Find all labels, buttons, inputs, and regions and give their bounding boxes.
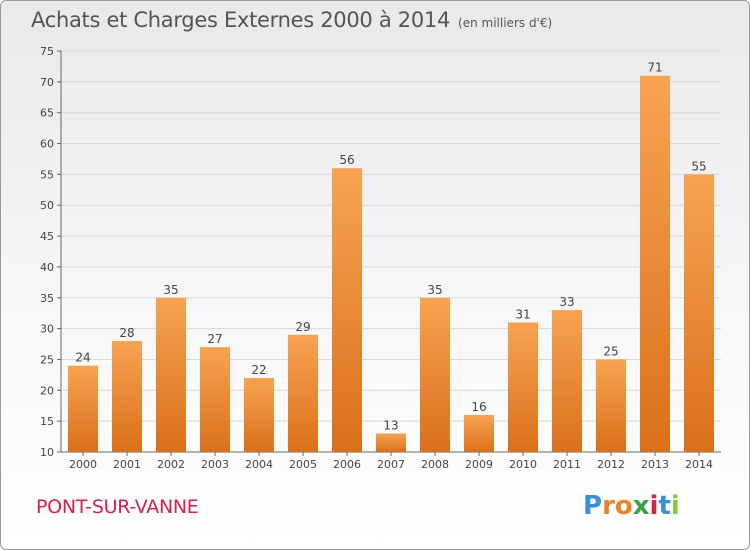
x-tick-label: 2013 (641, 458, 669, 471)
bar-2012 (596, 359, 626, 452)
bar-2004 (244, 377, 274, 452)
bar-2013 (640, 75, 670, 452)
bar-2000 (68, 365, 98, 452)
value-label-2005: 29 (295, 320, 310, 334)
value-label-2002: 35 (163, 283, 178, 297)
y-tick-label: 60 (40, 138, 54, 151)
bar-2009 (464, 414, 494, 452)
y-tick-label: 10 (40, 446, 54, 459)
value-label-2011: 33 (559, 295, 574, 309)
x-tick-label: 2002 (157, 458, 185, 471)
x-tick-label: 2009 (465, 458, 493, 471)
chart-title-block: Achats et Charges Externes 2000 à 2014 (e… (31, 8, 552, 32)
logo-letter: i (670, 491, 680, 521)
axes: 10 15 20 25 30 35 40 45 50 55 60 65 70 75 2000 2001 2002… (40, 45, 721, 471)
x-tick-label: 2004 (245, 458, 273, 471)
value-label-2010: 31 (515, 307, 530, 321)
y-tick-label: 70 (40, 76, 54, 89)
logo-letter: i (649, 491, 659, 521)
x-tick-label: 2007 (377, 458, 405, 471)
x-tick-label: 2001 (113, 458, 141, 471)
y-tick-label: 40 (40, 261, 54, 274)
x-tick-label: 2005 (289, 458, 317, 471)
value-label-2012: 25 (603, 344, 618, 358)
logo-letter: r (602, 491, 615, 521)
city-name: PONT-SUR-VANNE (36, 496, 199, 518)
x-tick-label: 2012 (597, 458, 625, 471)
logo-letter: t (658, 491, 671, 521)
y-tick-label: 20 (40, 384, 54, 397)
bar-2008 (420, 297, 450, 452)
proxiti-logo: Proxiti (583, 491, 680, 521)
value-label-2009: 16 (471, 400, 486, 414)
value-label-2000: 24 (75, 351, 90, 365)
logo-letter: o (614, 491, 633, 521)
bar-2014 (684, 174, 714, 452)
value-label-2013: 71 (647, 61, 662, 75)
value-labels: 24 28 35 27 22 29 56 13 35 16 31 33 25 71 55 (75, 61, 706, 433)
y-tick-label: 50 (40, 199, 54, 212)
x-tick-label: 2008 (421, 458, 449, 471)
value-label-2008: 35 (427, 283, 442, 297)
x-tick-label: 2011 (553, 458, 581, 471)
y-tick-label: 55 (40, 168, 54, 181)
y-tick-label: 30 (40, 323, 54, 336)
bar-2002 (156, 297, 186, 452)
chart-title: Achats et Charges Externes 2000 à 2014 (31, 8, 451, 32)
bar-2001 (112, 340, 142, 452)
bar-2010 (508, 322, 538, 452)
bar-2003 (200, 347, 230, 452)
value-label-2003: 27 (207, 332, 222, 346)
chart-unit-note: (en milliers d'€) (458, 16, 553, 30)
bar-2006 (332, 168, 362, 452)
logo-letter: P (583, 491, 603, 521)
logo-letter: x (632, 491, 650, 521)
y-tick-label: 45 (40, 230, 54, 243)
bar-2005 (288, 334, 318, 452)
x-tick-label: 2003 (201, 458, 229, 471)
x-tick-label: 2000 (69, 458, 97, 471)
y-tick-label: 25 (40, 353, 54, 366)
value-label-2007: 13 (383, 418, 398, 432)
y-tick-label: 15 (40, 415, 54, 428)
bar-2011 (552, 310, 582, 452)
bars (68, 75, 714, 452)
bar-2007 (376, 433, 406, 452)
value-label-2006: 56 (339, 153, 354, 167)
x-tick-label: 2014 (685, 458, 713, 471)
y-tick-label: 35 (40, 292, 54, 305)
value-label-2004: 22 (251, 363, 266, 377)
y-tick-label: 75 (40, 45, 54, 58)
value-label-2001: 28 (119, 326, 134, 340)
x-tick-label: 2010 (509, 458, 537, 471)
x-tick-label: 2006 (333, 458, 361, 471)
value-label-2014: 55 (691, 159, 706, 173)
y-tick-label: 65 (40, 107, 54, 120)
